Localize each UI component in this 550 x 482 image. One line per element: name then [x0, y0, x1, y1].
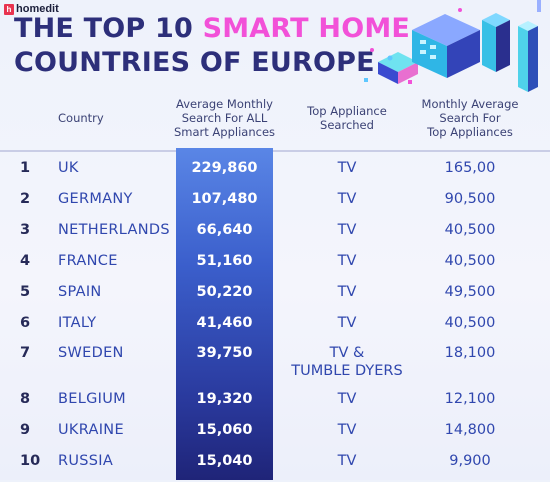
avg-search-cell: 66,640: [196, 222, 253, 238]
top-search-cell: 9,900: [449, 453, 491, 469]
rank-cell: 9: [20, 422, 31, 438]
table-header: Country Average Monthly Search For ALL S…: [0, 92, 550, 150]
table-row: 1 UK 229,860 TV 165,00: [0, 159, 550, 189]
highlight-column: [176, 148, 273, 480]
avg-search-cell: 15,060: [196, 422, 253, 438]
table-row: 4 FRANCE 51,160 TV 40,500: [0, 252, 550, 282]
top-appliance-line: TV &: [329, 345, 365, 361]
country-cell: RUSSIA: [58, 453, 114, 469]
title-line1-accent: SMART HOME: [202, 13, 411, 44]
rank-cell: 7: [20, 345, 31, 361]
table-row: 3 NETHERLANDS 66,640 TV 40,500: [0, 221, 550, 251]
avg-search-cell: 50,220: [196, 284, 253, 300]
logo-text: homedit: [16, 3, 59, 15]
col-avg-search-header-line: Average Monthly: [176, 97, 273, 111]
col-top-search-header-line: Search For: [439, 111, 501, 125]
top-appliance-cell: TV: [283, 314, 411, 332]
rank-cell: 2: [20, 191, 31, 207]
header-divider: [0, 150, 550, 152]
col-top-search-header-line: Monthly Average: [421, 97, 519, 111]
top-search-cell: 14,800: [444, 422, 496, 438]
top-appliance-line: TV: [337, 391, 357, 407]
col-avg-search-header: Average Monthly Search For ALL Smart App…: [166, 97, 283, 139]
avg-search-cell: 19,320: [196, 391, 253, 407]
top-search-cell: 18,100: [444, 345, 496, 361]
top-appliance-cell: TV: [283, 390, 411, 408]
table-row: 6 ITALY 41,460 TV 40,500: [0, 314, 550, 344]
top-search-cell: 90,500: [444, 191, 496, 207]
country-cell: SPAIN: [58, 284, 102, 300]
top-search-cell: 165,00: [444, 160, 496, 176]
table-row: 8 BELGIUM 19,320 TV 12,100: [0, 390, 550, 420]
col-top-appliance-header-line: Top Appliance: [307, 104, 387, 118]
avg-search-cell: 41,460: [196, 315, 253, 331]
top-appliance-line: TV: [337, 284, 357, 300]
avg-search-cell: 39,750: [196, 345, 253, 361]
top-appliance-cell: TV: [283, 421, 411, 439]
table-row: 7 SWEDEN 39,750 TV & TUMBLE DYERS 18,100: [0, 344, 550, 379]
top-appliance-line: TV: [337, 191, 357, 207]
col-top-search-header: Monthly Average Search For Top Appliance…: [410, 97, 530, 139]
top-search-cell: 49,500: [444, 284, 496, 300]
avg-search-cell: 15,040: [196, 453, 253, 469]
country-cell: ITALY: [58, 315, 97, 331]
col-country-header-line: Country: [58, 111, 104, 125]
table-row: 5 SPAIN 50,220 TV 49,500: [0, 283, 550, 313]
rank-cell: 5: [20, 284, 31, 300]
top-appliance-line: TV: [337, 160, 357, 176]
rank-cell: 4: [20, 253, 31, 269]
avg-search-cell: 107,480: [191, 191, 258, 207]
top-search-cell: 40,500: [444, 222, 496, 238]
smart-city-illustration: [364, 0, 541, 92]
top-search-cell: 12,100: [444, 391, 496, 407]
title-line2: COUNTRIES OF EUROPE: [14, 47, 375, 78]
table-row: 2 GERMANY 107,480 TV 90,500: [0, 190, 550, 220]
top-search-cell: 40,500: [444, 253, 496, 269]
top-appliance-line: TUMBLE DYERS: [291, 363, 403, 379]
col-top-appliance-header: Top Appliance Searched: [290, 104, 404, 132]
country-cell: SWEDEN: [58, 345, 124, 361]
col-top-search-header-line: Top Appliances: [427, 125, 513, 139]
avg-search-cell: 229,860: [191, 160, 258, 176]
top-appliance-cell: TV: [283, 452, 411, 470]
page-title: THE TOP 10 SMART HOME COUNTRIES OF EUROP…: [14, 12, 410, 80]
rank-cell: 10: [20, 453, 41, 469]
top-appliance-line: TV: [337, 222, 357, 238]
country-cell: UK: [58, 160, 79, 176]
title-line1-plain: THE TOP 10: [14, 13, 203, 44]
top-appliance-cell: TV: [283, 190, 411, 208]
top-search-cell: 40,500: [444, 315, 496, 331]
rank-cell: 1: [20, 160, 31, 176]
country-cell: GERMANY: [58, 191, 133, 207]
avg-search-cell: 51,160: [196, 253, 253, 269]
top-appliance-cell: TV & TUMBLE DYERS: [283, 344, 411, 380]
top-appliance-line: TV: [337, 422, 357, 438]
country-cell: NETHERLANDS: [58, 222, 170, 238]
top-appliance-line: TV: [337, 315, 357, 331]
table-row: 9 UKRAINE 15,060 TV 14,800: [0, 421, 550, 451]
top-appliance-cell: TV: [283, 283, 411, 301]
col-country-header: Country: [58, 111, 104, 125]
col-top-appliance-header-line: Searched: [320, 118, 374, 132]
logo-mark: h: [4, 3, 14, 15]
top-appliance-line: TV: [337, 253, 357, 269]
country-cell: BELGIUM: [58, 391, 126, 407]
top-appliance-cell: TV: [283, 252, 411, 270]
top-appliance-cell: TV: [283, 221, 411, 239]
country-cell: UKRAINE: [58, 422, 124, 438]
col-avg-search-header-line: Search For ALL: [181, 111, 268, 125]
col-avg-search-header-line: Smart Appliances: [173, 125, 276, 139]
country-cell: FRANCE: [58, 253, 118, 269]
top-appliance-cell: TV: [283, 159, 411, 177]
homedit-logo: h homedit: [4, 2, 59, 16]
top-appliance-line: TV: [337, 453, 357, 469]
table-row: 10 RUSSIA 15,040 TV 9,900: [0, 452, 550, 482]
rank-cell: 6: [20, 315, 31, 331]
rank-cell: 8: [20, 391, 31, 407]
rank-cell: 3: [20, 222, 31, 238]
